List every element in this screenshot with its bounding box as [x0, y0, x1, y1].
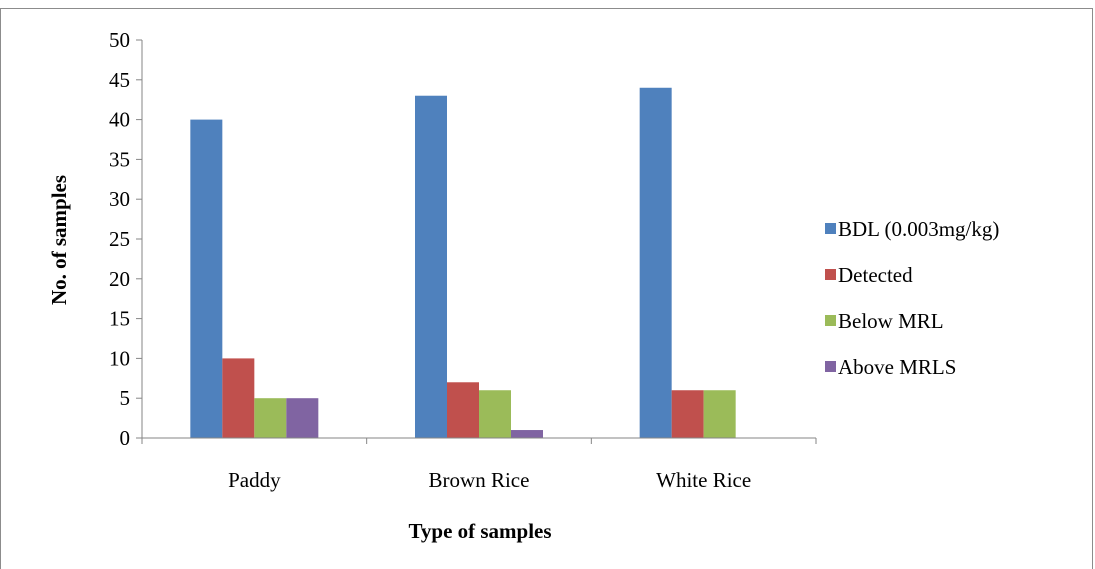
y-tick-label: 0: [120, 426, 131, 450]
legend: BDL (0.003mg/kg) Detected Below MRL Above M…: [825, 217, 999, 379]
legend-swatch: [825, 361, 836, 372]
bar-paddy-series-4: [286, 398, 319, 438]
axes-layer: [136, 39, 817, 444]
y-tick-label: 25: [109, 227, 130, 251]
legend-swatch: [825, 315, 836, 326]
legend-label: Below MRL: [838, 309, 944, 333]
y-tick-label: 20: [109, 267, 130, 291]
y-axis-title: No. of samples: [47, 175, 71, 305]
legend-label: Detected: [838, 263, 913, 287]
x-tick-label: Brown Rice: [429, 468, 530, 492]
bar-paddy-series-1: [190, 119, 223, 438]
bar-brown-rice-series-1: [415, 95, 447, 438]
y-tick-label: 30: [109, 187, 130, 211]
legend-swatch: [825, 269, 836, 280]
bar-brown-rice-series-4: [511, 430, 543, 438]
bar-paddy-series-3: [254, 398, 287, 438]
bar-white-rice-series-2: [671, 390, 704, 438]
bar-brown-rice-series-2: [447, 382, 479, 438]
y-tick-label: 35: [109, 147, 130, 171]
y-tick-label: 40: [109, 108, 130, 132]
y-tick-label: 5: [120, 386, 131, 410]
x-axis-title: Type of samples: [408, 519, 551, 543]
y-tick-label: 50: [109, 28, 130, 52]
chart-frame: [0, 8, 1093, 569]
bar-white-rice-series-3: [703, 390, 736, 438]
tick-labels-layer: 0 5 10 15 20 25 30 35 40 45 50 Paddy Brown Rice White…: [109, 28, 751, 492]
x-tick-label: Paddy: [228, 468, 281, 492]
y-tick-label: 10: [109, 346, 130, 370]
legend-label: BDL (0.003mg/kg): [838, 217, 999, 241]
bars-layer: [190, 87, 736, 438]
bar-paddy-series-2: [222, 358, 255, 438]
bar-white-rice-series-1: [639, 87, 672, 438]
legend-swatch: [825, 223, 836, 234]
legend-label: Above MRLS: [838, 355, 956, 379]
x-tick-label: White Rice: [656, 468, 751, 492]
y-tick-label: 15: [109, 307, 130, 331]
y-tick-label: 45: [109, 68, 130, 92]
bar-brown-rice-series-3: [479, 390, 511, 438]
